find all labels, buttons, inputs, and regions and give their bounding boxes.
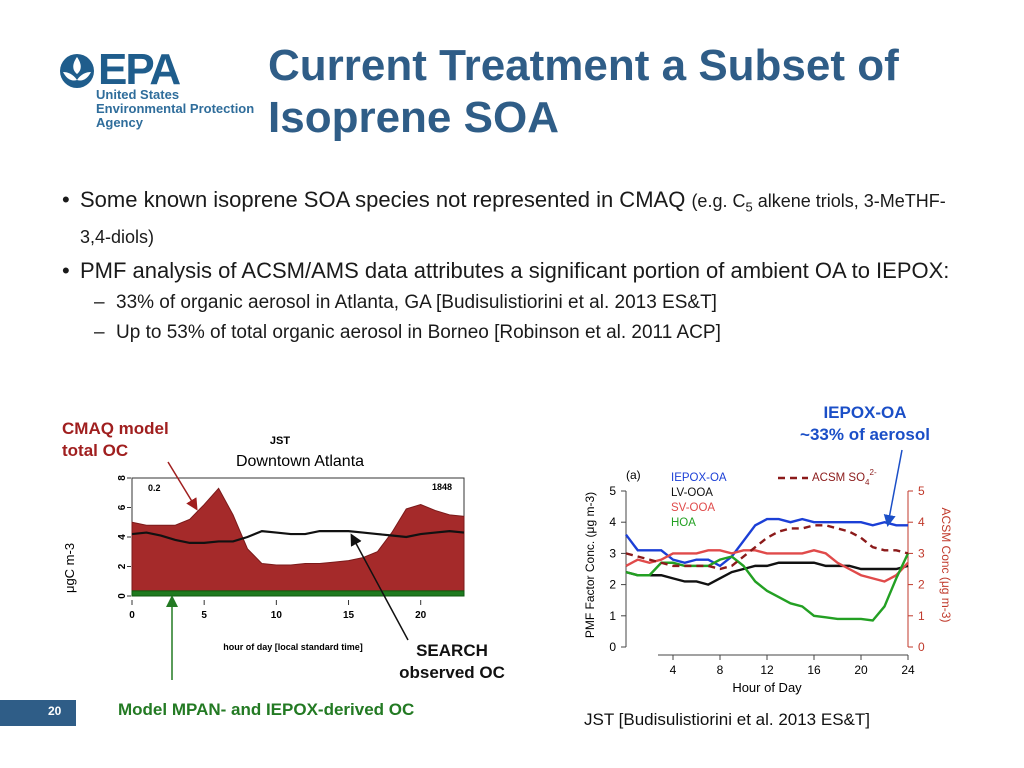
bullet-dot: • [62,187,70,212]
x-tick-label: 16 [807,663,821,677]
legend-entry: ACSM SO42- [812,468,877,487]
x-tick-label: 24 [901,663,915,677]
line-search-observed-oc [131,529,465,545]
right-line-chart: 0 01 12 23 34 45 54 8 12 16 20 24IEPOX-OALV-OOASV-O… [583,468,953,695]
x-tick-label: 4 [670,663,677,677]
area-mpan-iepox-oc [131,590,465,597]
x-tick-label: 20 [415,610,427,621]
x-tick-label: 8 [717,663,724,677]
corner-left-label: 0.2 [148,483,161,493]
y-tick-label: 0 [117,593,128,599]
y-left-tick-label: 1 [609,609,616,623]
y-right-tick-label: 5 [918,484,925,498]
y-right-tick-label: 3 [918,546,925,560]
panel-label: (a) [626,468,641,482]
y-left-tick-label: 5 [609,484,616,498]
y-left-axis-label: PMF Factor Conc. (μg m-3) [583,492,597,638]
cmaq-annotation: CMAQ model total OC [62,419,169,460]
x-tick-label: 12 [760,663,774,677]
epa-flower-icon [60,54,94,88]
epa-logo: EPA United States Environmental Protecti… [58,48,258,133]
sub-bullet-dash: – [94,321,105,343]
bullet-dot: • [62,257,70,283]
y-axis-label: μgC m-3 [62,543,77,593]
chart-site-label: JST [270,435,290,447]
sub-bullet-dash: – [94,291,105,313]
page-number: 20 [48,704,62,718]
y-tick-label: 6 [117,504,128,510]
x-tick-label: 5 [201,610,207,621]
sub-bullet-1: – 33% of organic aerosol in Atlanta, GA … [94,291,717,313]
bullet-1-note: (e.g. C5 alkene triols, 3-MeTHF-3,4-diol… [80,191,946,247]
bullet-2: • PMF analysis of ACSM/AMS data attribut… [62,257,950,283]
slide-title: Current Treatment a Subset of Isoprene S… [268,40,1008,144]
y-tick-label: 2 [117,563,128,569]
y-tick-label: 4 [117,534,128,540]
x-axis-label: hour of day [local standard time] [223,642,363,652]
y-right-tick-label: 1 [918,609,925,623]
iepox-annotation: IEPOX-OA ~33% of aerosol [800,403,930,444]
y-tick-label: 8 [117,475,128,481]
line-hoa [625,552,910,622]
legend-entry: SV-OOA [671,502,715,514]
y-left-tick-label: 4 [609,515,616,529]
jst-citation: JST [Budisulistiorini et al. 2013 ES&T] [584,710,870,729]
title-line-2: Isoprene SOA [268,93,559,142]
bullet-list: • Some known isoprene SOA species not re… [58,186,958,345]
line-iepox-oa [625,517,908,568]
x-tick-label: 20 [854,663,868,677]
y-left-tick-label: 2 [609,578,616,592]
line-lv-ooa [625,561,909,586]
left-area-chart: JST Downtown Atlanta 0 5 10 15 20 0 2 4 6 8 μgC m… [62,435,465,652]
x-tick-label: 15 [343,610,355,621]
y-left-tick-label: 3 [609,546,616,560]
epa-wordmark: EPA [98,45,181,94]
agency-name: United States Environmental Protection A… [96,87,255,130]
legend-entry: HOA [671,517,696,529]
page-number-bar [0,700,76,726]
x-axis-label: Hour of Day [732,680,802,695]
y-right-tick-label: 4 [918,515,925,529]
y-right-tick-label: 2 [918,578,925,592]
corner-right-label: 1848 [432,482,452,492]
sub-bullet-2: – Up to 53% of total organic aerosol in … [94,321,721,343]
legend-entry: LV-OOA [671,487,713,499]
title-line-1: Current Treatment a Subset of [268,41,899,90]
x-tick-label: 10 [271,610,283,621]
legend-entry: IEPOX-OA [671,472,727,484]
y-left-tick-label: 0 [609,640,616,654]
y-right-axis-label: ACSM Conc (μg m-3) [939,508,953,623]
search-annotation: SEARCH observed OC [399,641,505,682]
chart-subtitle: Downtown Atlanta [236,453,364,470]
line-sv-ooa [625,549,909,583]
bullet-1: • Some known isoprene SOA species not re… [62,187,946,247]
line-acsm-so4-2- [625,524,909,571]
y-right-tick-label: 0 [918,640,925,654]
x-tick-label: 0 [129,610,135,621]
mpan-annotation: Model MPAN- and IEPOX-derived OC [118,700,415,719]
